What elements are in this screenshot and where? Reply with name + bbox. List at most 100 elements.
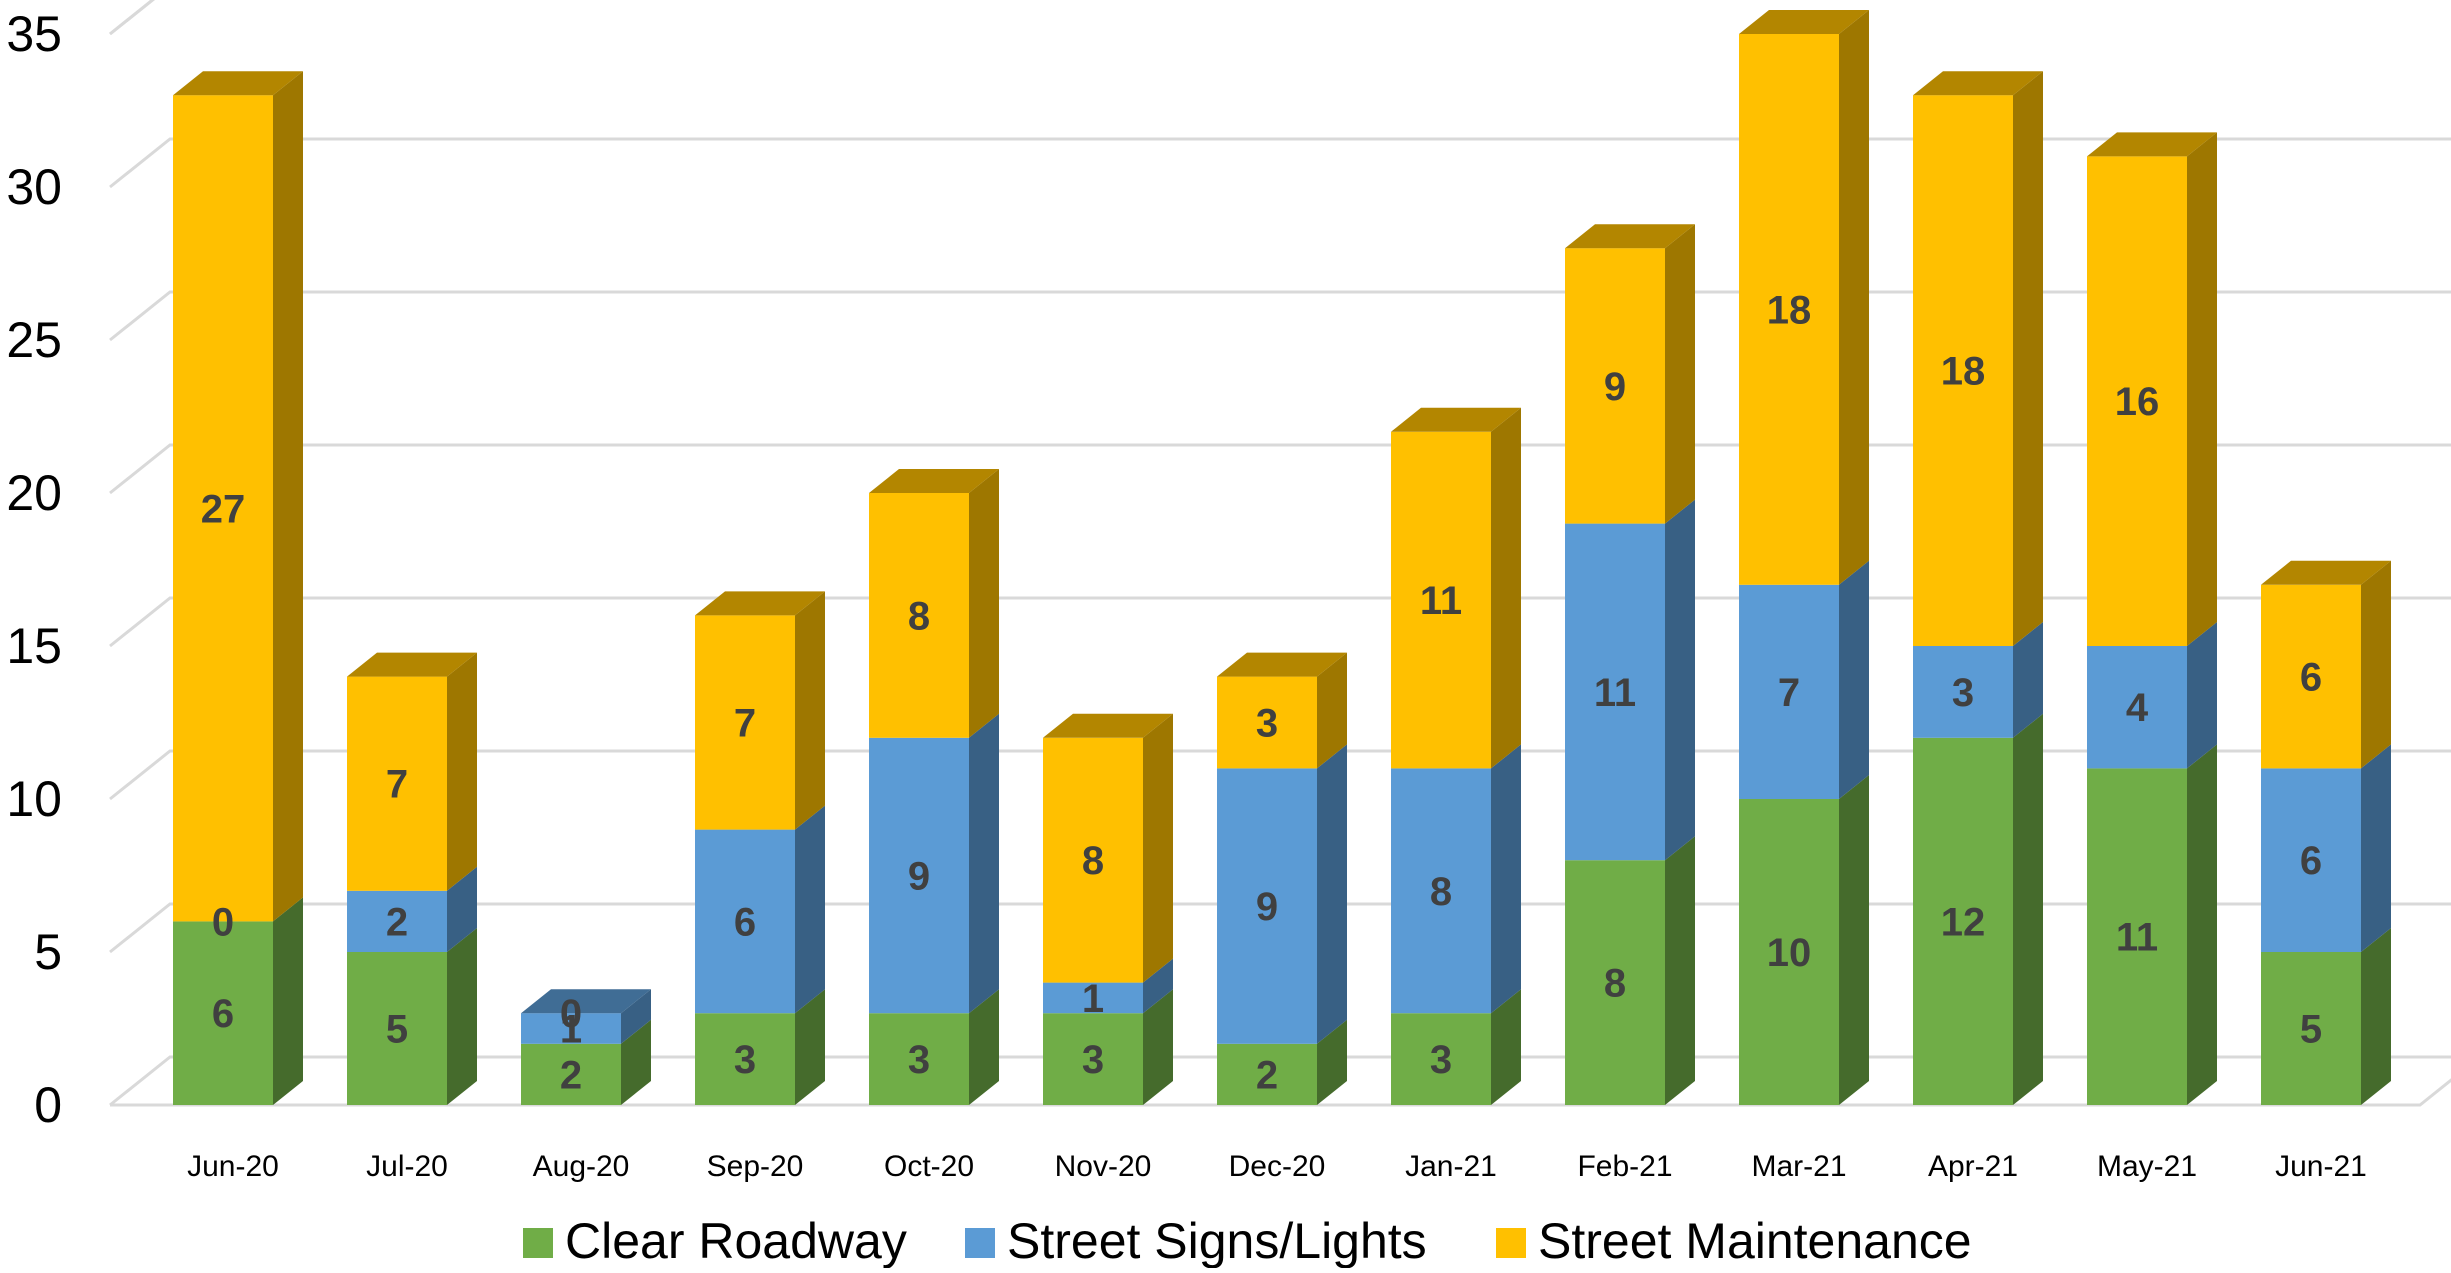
data-label: 3 [734, 1038, 756, 1082]
bar-segment-street-signs-lights [1913, 622, 2043, 738]
bar-top-street-maintenance [695, 591, 825, 616]
x-tick-label: Jun-20 [187, 1150, 279, 1183]
bar-segment-street-maintenance [1217, 652, 1347, 769]
bar-side-street-signs-lights [1143, 958, 1173, 1014]
bar-side-street-signs-lights [1317, 744, 1347, 1044]
bar-side-street-maintenance [273, 71, 303, 922]
legend: Clear Roadway Street Signs/Lights Street M… [523, 1213, 1972, 1269]
bar-top-street-maintenance [1739, 10, 1869, 34]
bar-front-street-maintenance [2087, 156, 2187, 646]
bar-segment-street-signs-lights [695, 805, 825, 1014]
data-label: 6 [212, 992, 234, 1036]
y-tick-label: 10 [6, 771, 62, 827]
bar-side-clear-roadway [1491, 989, 1521, 1105]
bar-front-street-maintenance [869, 493, 969, 738]
y-tick-label: 0 [34, 1077, 62, 1133]
bar-segment-street-maintenance [695, 591, 825, 830]
bar-front-clear-roadway [1043, 1013, 1143, 1105]
gridline [109, 137, 2451, 189]
bar-top-street-maintenance [2087, 132, 2217, 157]
x-tick-label: Feb-21 [1577, 1150, 1672, 1183]
bar-segment-clear-roadway [1565, 836, 1695, 1105]
data-label: 5 [2300, 1008, 2322, 1052]
x-tick-label: Jul-20 [366, 1150, 448, 1183]
bar-front-street-signs-lights [695, 829, 795, 1014]
bar-front-street-signs-lights [1913, 646, 2013, 738]
bar-side-street-maintenance [969, 469, 999, 738]
x-tick-label: Jan-21 [1405, 1150, 1497, 1183]
bar-front-street-signs-lights [869, 737, 969, 1014]
bar-top-street-maintenance [1043, 713, 1173, 738]
data-label: 2 [1256, 1053, 1278, 1097]
bar-side-clear-roadway [1317, 1019, 1347, 1105]
bar-segment-street-maintenance [1565, 224, 1695, 524]
data-label: 1 [1082, 977, 1104, 1021]
gridline [109, 749, 2451, 801]
bar-segment-street-signs-lights [1391, 744, 1521, 1014]
data-label: 18 [1941, 350, 1986, 394]
bar-segment-street-maintenance [173, 71, 303, 922]
bar-segment-clear-roadway [1217, 1019, 1347, 1105]
bar-front-street-signs-lights [1565, 523, 1665, 861]
bar-segment-street-signs-lights [1043, 958, 1173, 1014]
bar-side-clear-roadway [795, 989, 825, 1105]
x-tick-label: Jun-21 [2275, 1150, 2367, 1183]
data-labels: 6027527210367398318293381181191071812318… [201, 288, 2322, 1097]
bar-side-street-signs-lights [795, 805, 825, 1014]
legend-swatch [1496, 1228, 1526, 1258]
bar-front-street-signs-lights [1217, 768, 1317, 1044]
data-label: 4 [2126, 686, 2149, 730]
legend-label: Street Maintenance [1538, 1213, 1972, 1268]
bar-top-street-maintenance [1565, 224, 1695, 249]
bar-side-clear-roadway [1143, 989, 1173, 1105]
gridline [109, 0, 155, 36]
bar-segment-clear-roadway [695, 989, 825, 1105]
bar-front-street-signs-lights [347, 890, 447, 952]
bar-front-clear-roadway [1739, 799, 1839, 1105]
legend-swatch [523, 1228, 553, 1258]
bar-front-clear-roadway [347, 952, 447, 1105]
bar-segment-street-maintenance [1391, 407, 1521, 769]
legend-item-street-maintenance: Street Maintenance [1496, 1213, 1972, 1269]
bar-side-street-maintenance [1317, 652, 1347, 769]
bar-front-street-signs-lights [2087, 646, 2187, 769]
bar-front-street-maintenance [1043, 737, 1143, 983]
bar-segment-street-maintenance [2261, 560, 2391, 769]
bar-top-street-maintenance [1391, 407, 1521, 432]
bar-front-clear-roadway [869, 1013, 969, 1105]
data-label: 7 [1778, 671, 1800, 715]
y-tick-label: 35 [6, 6, 62, 62]
data-label: 3 [1256, 702, 1278, 746]
bar-side-street-maintenance [2013, 71, 2043, 646]
data-label: 11 [2116, 916, 2158, 960]
bar-segment-street-maintenance [347, 652, 477, 891]
data-label: 6 [2300, 656, 2322, 700]
bar-top-street-maintenance [869, 469, 999, 493]
bar-side-street-maintenance [1665, 224, 1695, 524]
bar-side-clear-roadway [447, 928, 477, 1105]
y-axis: 0 5 10 15 20 25 30 35 [6, 6, 62, 1133]
bar-front-street-maintenance [2261, 584, 2361, 769]
bar-side-street-signs-lights [447, 866, 477, 952]
data-label: 27 [201, 487, 246, 531]
bar-front-clear-roadway [695, 1013, 795, 1105]
bar-segment-clear-roadway [869, 989, 999, 1105]
bar-side-street-maintenance [1839, 10, 1869, 585]
bar-segment-clear-roadway [1913, 713, 2043, 1105]
data-label: 3 [908, 1038, 930, 1082]
data-label: 11 [1594, 671, 1636, 715]
bar-front-clear-roadway [1565, 860, 1665, 1105]
gridline [109, 596, 2451, 648]
bar-side-street-maintenance [795, 591, 825, 830]
bar-front-clear-roadway [2087, 768, 2187, 1105]
data-label: 2 [560, 1053, 582, 1097]
bar-side-street-maintenance [1491, 407, 1521, 769]
data-label: 6 [734, 900, 756, 944]
bar-side-street-signs-lights [1839, 560, 1869, 799]
bar-segment-street-maintenance [1913, 71, 2043, 646]
gridline [109, 290, 2451, 342]
bar-front-street-signs-lights [1043, 982, 1143, 1014]
bar-segment-clear-roadway [2087, 744, 2217, 1105]
bar-front-street-maintenance [695, 615, 795, 830]
